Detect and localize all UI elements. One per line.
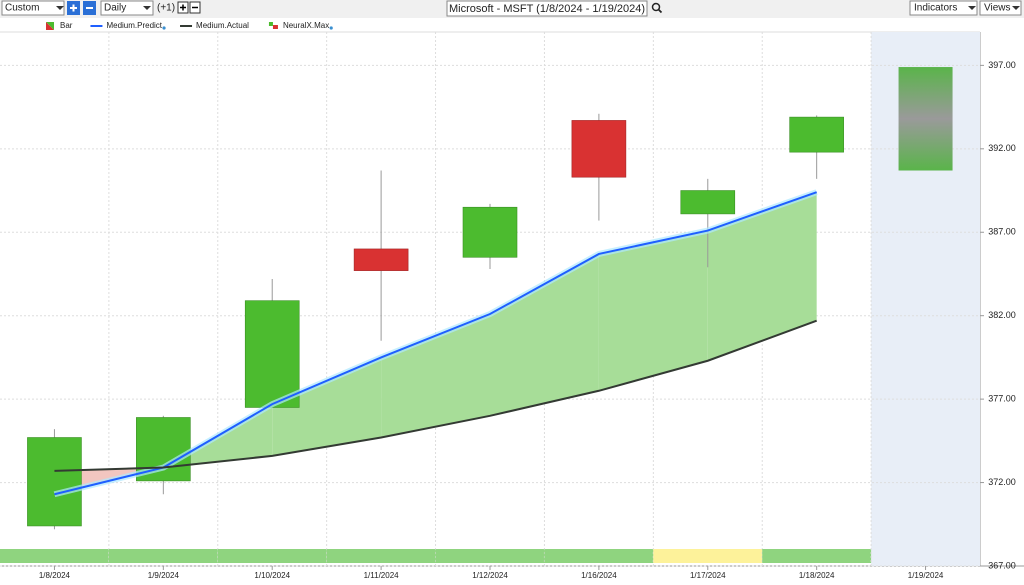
- candle-body: [571, 120, 627, 178]
- x-tick-label: 1/17/2024: [690, 571, 726, 580]
- dropdown-arrow: [968, 6, 976, 10]
- signal-cell: [326, 549, 436, 563]
- signal-cell: [217, 549, 327, 563]
- plus-icon: [180, 4, 186, 11]
- interval-text: Daily: [104, 3, 126, 14]
- legend-dot: [162, 26, 166, 30]
- x-tick-label: 1/16/2024: [581, 571, 617, 580]
- candle-body: [244, 300, 300, 408]
- x-tick-label: 1/19/2024: [908, 571, 944, 580]
- series-line: [54, 319, 818, 472]
- y-tick-label: 392.00: [988, 143, 1016, 153]
- indicators-button[interactable]: [909, 0, 978, 16]
- indicators-text: Indicators: [914, 3, 957, 14]
- x-tick-label: 1/18/2024: [799, 571, 835, 580]
- x-tick-label: 1/10/2024: [254, 571, 290, 580]
- spread-fill: [707, 192, 817, 361]
- signal-cell: [544, 549, 654, 563]
- legend-icon: [46, 22, 54, 30]
- signal-cell: [762, 549, 872, 563]
- search-icon[interactable]: [651, 2, 661, 12]
- signal-cell: [435, 549, 545, 563]
- dropdown-arrow: [56, 6, 64, 10]
- plus-icon: [70, 4, 77, 12]
- y-tick-label: 382.00: [988, 310, 1016, 320]
- x-tick-label: 1/8/2024: [39, 571, 71, 580]
- legend-label: Medium.Predict: [106, 21, 162, 30]
- y-tick-label: 377.00: [988, 394, 1016, 404]
- candle-body: [462, 206, 518, 258]
- candle-body: [353, 248, 409, 271]
- interval-select[interactable]: [100, 0, 154, 16]
- x-tick-label: 1/12/2024: [472, 571, 508, 580]
- legend-label: Medium.Actual: [196, 21, 249, 30]
- y-tick-label: 387.00: [988, 227, 1016, 237]
- symbol-box[interactable]: [446, 0, 648, 17]
- period-select[interactable]: [1, 0, 65, 16]
- y-tick-label: 397.00: [988, 60, 1016, 70]
- views-text: Views: [984, 3, 1011, 14]
- plot-area: [0, 32, 980, 567]
- legend-icon: [272, 25, 278, 29]
- legend-dot: [329, 26, 333, 30]
- legend-label: Bar: [60, 21, 73, 30]
- views-button[interactable]: [979, 0, 1022, 16]
- candle-body: [27, 437, 82, 527]
- candle-body: [789, 116, 844, 153]
- candle-body: [680, 190, 736, 215]
- spread-fill: [598, 230, 708, 391]
- signal-cell: [108, 549, 218, 563]
- neuralx-range: [898, 67, 953, 171]
- x-tick-label: 1/11/2024: [364, 571, 400, 580]
- spread-fill: [381, 314, 490, 438]
- legend-icon: [268, 22, 273, 26]
- chart-title: Microsoft - MSFT (1/8/2024 - 1/19/2024): [449, 3, 645, 15]
- signal-cell: [653, 549, 763, 563]
- spread-fill: [272, 357, 382, 456]
- signal-cell: [0, 549, 109, 563]
- dropdown-arrow: [1012, 6, 1020, 10]
- period-text: Custom: [5, 3, 39, 14]
- series-line: [54, 191, 817, 496]
- spread-fill: [490, 253, 599, 416]
- dropdown-arrow: [143, 6, 151, 10]
- x-tick-label: 1/9/2024: [148, 571, 180, 580]
- search-handle: [657, 8, 663, 14]
- offset-text: (+1): [157, 3, 175, 14]
- y-tick-label: 372.00: [988, 477, 1016, 487]
- legend-label: NeuralX.Max: [283, 21, 329, 30]
- y-tick-label: 367.00: [988, 560, 1016, 570]
